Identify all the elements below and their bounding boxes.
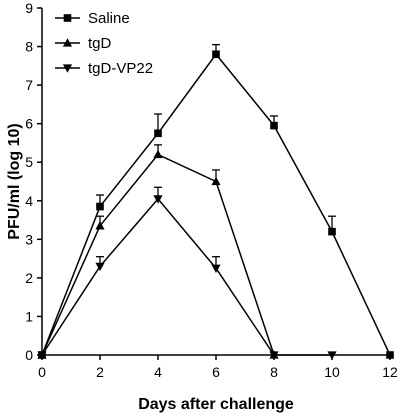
data-point [95,221,105,230]
x-tick-label: 12 [382,364,398,380]
series-tgd-vp22 [37,186,337,360]
x-tick-label: 4 [154,364,162,380]
y-tick-label: 2 [25,270,33,286]
legend-marker [62,38,73,47]
series-layer [37,43,394,360]
x-tick-label: 8 [270,364,278,380]
data-point [386,351,394,359]
legend: Saline tgD tgD-VP22 [55,10,153,77]
data-point [95,262,105,272]
y-tick-label: 3 [25,231,33,247]
legend-marker [63,14,72,22]
legend-item-tgd-vp22: tgD-VP22 [55,60,153,77]
y-tick-label: 6 [25,116,33,132]
data-point [328,227,336,236]
data-point [154,129,162,138]
data-point [270,121,278,130]
y-axis-label: PFU/ml (log 10) [6,123,23,239]
series-line [41,53,391,356]
data-point [269,351,279,360]
y-tick-label: 1 [25,308,33,324]
y-tick-label: 8 [25,39,33,55]
legend-label: tgD [88,35,112,52]
series-tgd [37,144,279,359]
y-tick-label: 4 [25,193,33,209]
data-point [211,176,221,186]
y-tick-label: 5 [25,154,33,170]
x-tick-label: 6 [212,364,220,380]
legend-item-saline: Saline [55,10,130,27]
data-point [212,50,220,59]
legend-marker [62,64,73,73]
data-point [153,149,163,159]
legend-label: Saline [88,10,130,27]
x-axis-label: Days after challenge [138,396,294,413]
x-tick-label: 10 [324,364,340,380]
legend-item-tgd: tgD [55,35,112,52]
x-tick-label: 0 [38,364,46,380]
data-point [211,264,221,274]
data-point [37,351,47,360]
y-tick-label: 9 [25,0,33,16]
series-line [41,153,275,356]
y-tick-label: 7 [25,77,33,93]
series-saline [38,43,394,359]
y-tick-label: 0 [25,347,33,363]
data-point [153,195,163,204]
x-tick-label: 2 [96,364,104,380]
series-line [41,197,332,356]
data-point [96,202,104,211]
data-point [327,351,337,360]
legend-label: tgD-VP22 [88,60,153,77]
